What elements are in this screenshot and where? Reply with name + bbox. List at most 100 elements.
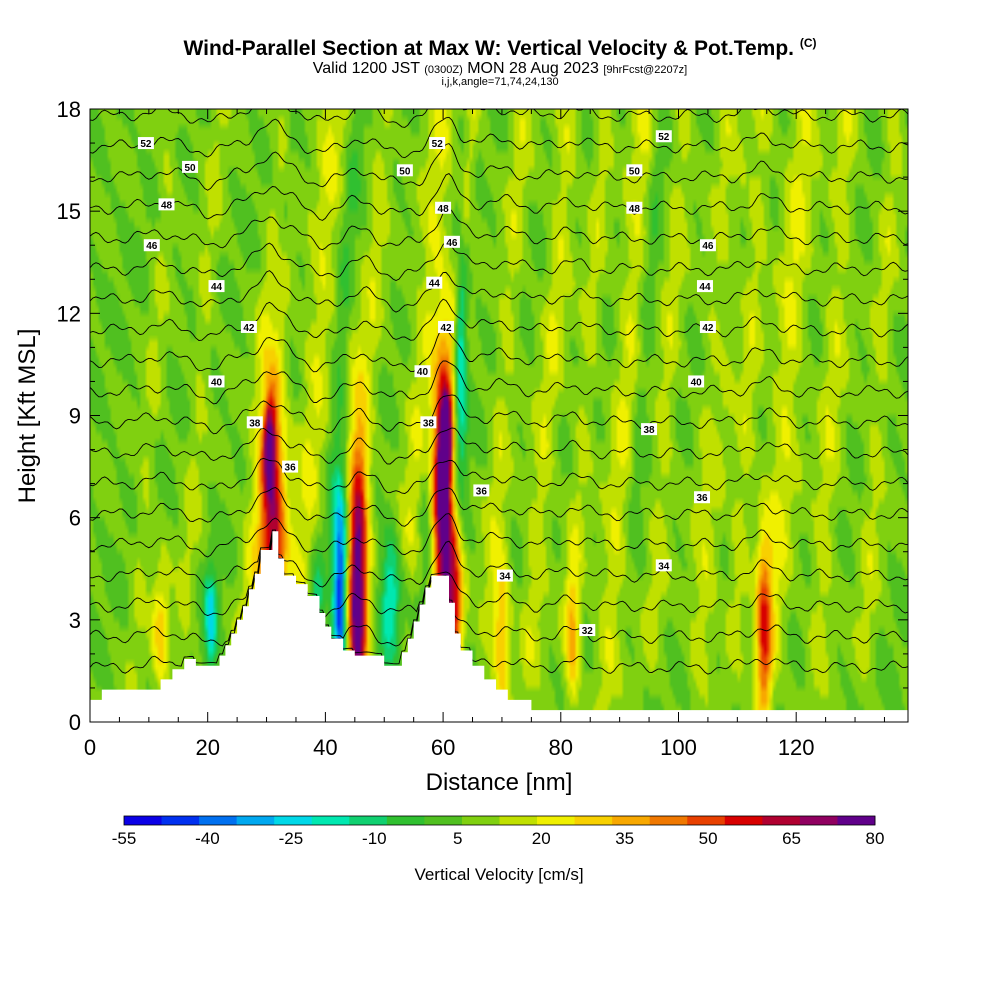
colorbar-swatch xyxy=(612,816,651,825)
contour-label: 50 xyxy=(396,164,413,177)
y-tick-label: 15 xyxy=(57,199,81,224)
colorbar-tick-label: -10 xyxy=(362,829,387,848)
contour-label-text: 36 xyxy=(476,486,488,497)
contour-label-text: 32 xyxy=(582,626,594,637)
y-tick-label: 9 xyxy=(69,404,81,429)
theta-contour-line xyxy=(90,207,908,251)
contour-label-text: 46 xyxy=(146,241,158,252)
contour-label: 46 xyxy=(443,235,460,249)
y-axis-label: Height [Kft MSL] xyxy=(14,329,41,504)
contour-label-text: 44 xyxy=(429,279,441,290)
theta-contour-line xyxy=(90,427,908,465)
colorbar-swatch xyxy=(799,816,838,825)
x-tick-label: 120 xyxy=(778,735,815,760)
theta-contour-line xyxy=(90,270,908,313)
contour-label: 42 xyxy=(240,320,257,334)
colorbar-swatch xyxy=(724,816,763,825)
contour-label-text: 48 xyxy=(629,204,641,215)
x-tick-label: 20 xyxy=(195,735,219,760)
colorbar-swatch xyxy=(499,816,538,825)
colorbar-tick-label: -25 xyxy=(279,829,304,848)
contour-label: 36 xyxy=(694,491,711,504)
contour-label: 34 xyxy=(655,559,672,572)
colorbar-swatch xyxy=(687,816,726,825)
contour-label-text: 34 xyxy=(658,561,670,572)
contour-label-text: 38 xyxy=(423,418,435,429)
contour-label: 42 xyxy=(699,320,716,334)
contour-label-text: 42 xyxy=(702,323,714,334)
plot-area: 52 50 48 46 44 42 40 38 36 52 50 48 46 44 42 40 38 36 34 32… xyxy=(90,109,908,722)
colorbar-swatch xyxy=(461,816,500,825)
colorbar-frame xyxy=(123,815,876,826)
colorbar-swatch xyxy=(311,816,350,825)
contour-label: 34 xyxy=(496,569,513,583)
contour-label: 46 xyxy=(699,239,716,252)
colorbar-label: Vertical Velocity [cm/s] xyxy=(414,865,583,884)
contour-label-text: 36 xyxy=(696,493,708,504)
contour-label-text: 40 xyxy=(211,377,223,388)
theta-contour-line xyxy=(90,241,908,281)
x-tick-label: 60 xyxy=(431,735,455,760)
contour-label-text: 50 xyxy=(399,166,411,177)
contour-label: 40 xyxy=(414,365,431,378)
theta-contour-line xyxy=(90,116,908,159)
copyright-mark: (C) xyxy=(799,36,817,50)
theta-contour-line xyxy=(90,529,908,589)
y-tick-label: 6 xyxy=(69,506,81,531)
colorbar-tick-label: 80 xyxy=(866,829,885,848)
x-tick-label: 0 xyxy=(84,735,96,760)
chart-subtitle: Valid 1200 JST (0300Z) MON 28 Aug 2023 [… xyxy=(0,60,1000,78)
contour-label-text: 48 xyxy=(438,204,450,215)
contour-label-text: 40 xyxy=(417,367,429,378)
contour-label: 48 xyxy=(158,198,175,211)
contour-label-text: 36 xyxy=(285,463,297,474)
contour-label-text: 46 xyxy=(702,241,714,252)
y-tick-label: 18 xyxy=(57,97,81,122)
colorbar-tick-label: 20 xyxy=(532,829,551,848)
contour-label-text: 42 xyxy=(440,323,452,334)
contour-label: 44 xyxy=(426,276,443,290)
vertical-velocity-field xyxy=(90,109,908,722)
contour-label-text: 46 xyxy=(446,238,458,249)
contour-label: 50 xyxy=(626,164,643,177)
x-axis-label: Distance [nm] xyxy=(426,769,573,796)
contour-label: 46 xyxy=(143,239,160,252)
contour-label-text: 38 xyxy=(644,425,656,436)
colorbar: -55 -40 -25 -10 5 20 35 50 65 80 xyxy=(112,815,885,848)
colorbar-swatch xyxy=(236,816,275,825)
valid-prefix: Valid 1200 JST xyxy=(312,60,420,77)
contour-label-text: 38 xyxy=(249,418,261,429)
contour-label-text: 48 xyxy=(161,200,173,211)
contour-label: 42 xyxy=(438,320,455,334)
contour-label: 38 xyxy=(420,416,437,429)
theta-contour-line xyxy=(90,327,908,373)
colorbar-tick-label: 35 xyxy=(615,829,634,848)
index-line: i,j,k,angle=71,74,24,130 xyxy=(441,76,559,88)
y-tick-label: 3 xyxy=(69,608,81,633)
contour-label: 52 xyxy=(429,137,446,150)
theta-contour-line xyxy=(90,538,908,675)
theta-contour-line xyxy=(90,109,908,128)
contour-label: 40 xyxy=(688,375,705,388)
contour-label: 48 xyxy=(626,201,643,215)
colorbar-tick-label: 65 xyxy=(782,829,801,848)
theta-contours xyxy=(90,109,908,675)
forecast-tag: [9hrFcst@2207z] xyxy=(603,64,688,76)
contour-label-text: 52 xyxy=(140,139,152,150)
contour-label-text: 42 xyxy=(243,323,255,334)
theta-contour-line xyxy=(90,457,908,494)
x-tick-label: 100 xyxy=(660,735,697,760)
contour-label: 36 xyxy=(473,484,490,497)
contour-label: 52 xyxy=(655,130,672,143)
theta-contour-line xyxy=(90,143,908,191)
theta-contour-line xyxy=(90,532,908,618)
colorbar-swatch xyxy=(349,816,388,825)
contour-label: 40 xyxy=(208,375,225,388)
contour-label-text: 34 xyxy=(499,572,511,583)
contour-label: 44 xyxy=(696,280,713,293)
colorbar-tick-label: 5 xyxy=(453,829,462,848)
contour-label-text: 50 xyxy=(184,163,196,174)
theta-contour-labels: 52 50 48 46 44 42 40 38 36 52 50 48 46 44 42 40 38 36 34 32… xyxy=(137,130,716,637)
colorbar-swatch xyxy=(837,816,876,825)
